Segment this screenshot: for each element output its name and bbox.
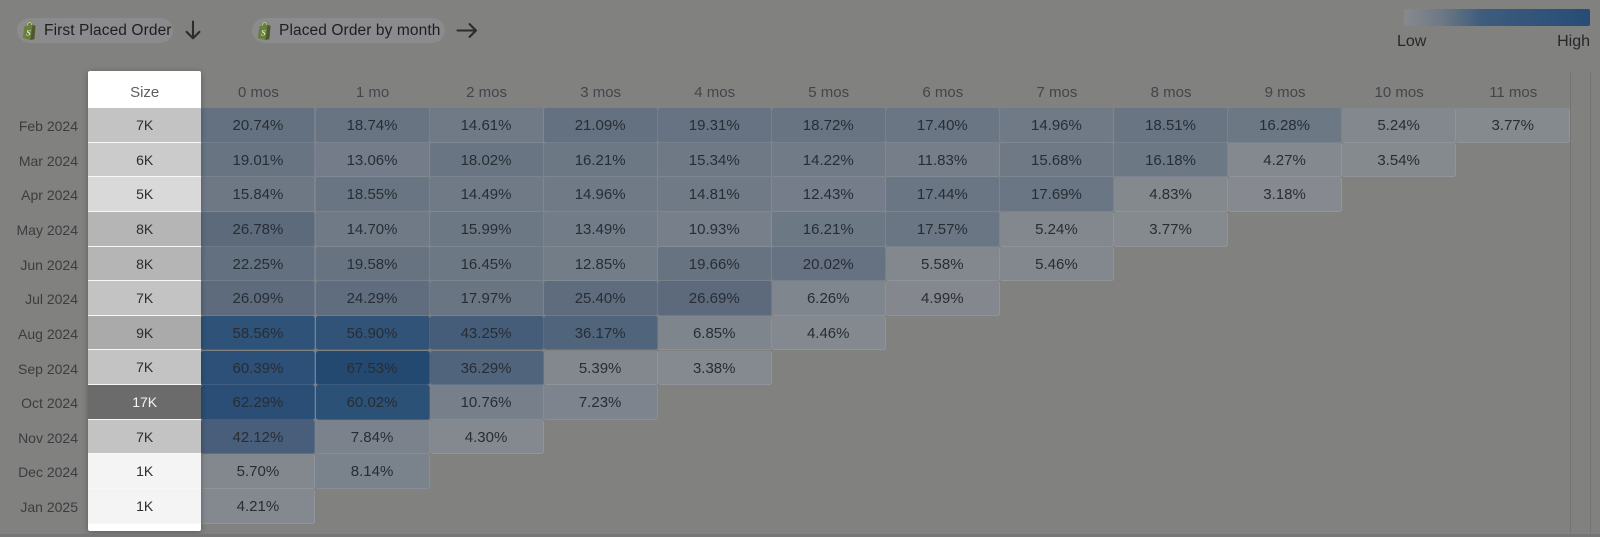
svg-text:S: S — [26, 27, 31, 37]
svg-text:S: S — [261, 27, 266, 37]
